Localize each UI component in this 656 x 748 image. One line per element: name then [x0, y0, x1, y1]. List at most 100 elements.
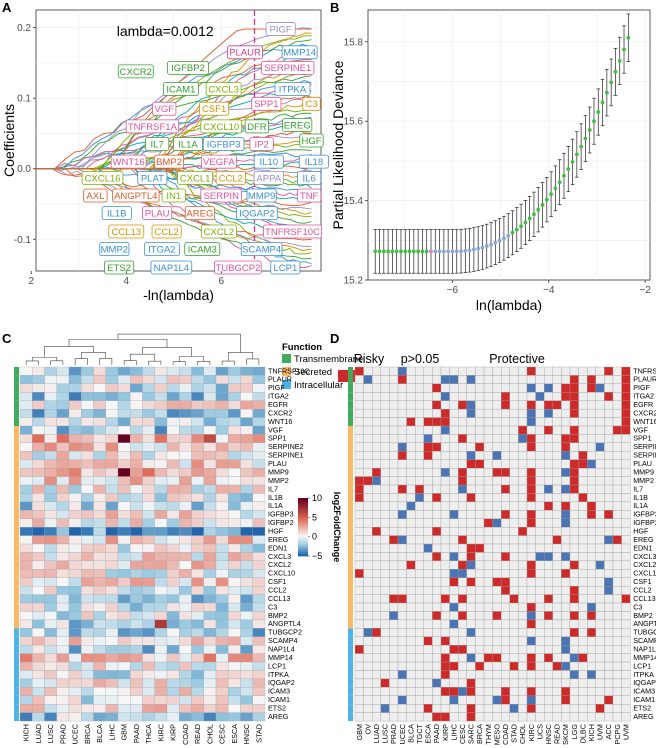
prognosis-cell [604, 510, 614, 519]
heatmap-cell [32, 366, 45, 376]
prognosis-cell [501, 383, 510, 393]
heatmap-cell [32, 459, 45, 469]
heatmap-cell [32, 602, 45, 612]
gene-label-text: CCL13 [111, 227, 141, 238]
prognosis-cell [595, 670, 605, 680]
gene-label-frame [161, 188, 186, 203]
prognosis-cell [544, 594, 553, 604]
prognosis-cell [492, 392, 502, 401]
prognosis-cell [389, 611, 399, 621]
prognosis-cell [552, 375, 562, 385]
heatmap-cell [44, 661, 57, 671]
prognosis-cell [380, 451, 390, 460]
prognosis-cell [483, 560, 493, 570]
color-legend-step [298, 534, 308, 538]
heatmap-cell [240, 392, 253, 401]
prognosis-cell [552, 400, 562, 410]
prognosis-cell [561, 636, 571, 646]
panel-label-d: D [330, 331, 339, 346]
prognosis-cell [363, 594, 373, 604]
heatmap-cell [252, 594, 266, 604]
heatmap-cell [19, 451, 33, 460]
prognosis-cell [604, 653, 614, 663]
prognosis-cell [389, 518, 399, 528]
column-label: CESC [458, 724, 467, 744]
heatmap-cell [154, 611, 168, 621]
heatmap-cell [32, 661, 45, 671]
gene-label-box: CCL2 [215, 170, 246, 185]
y-tick-label: 0.2 [17, 23, 31, 34]
prognosis-cell [432, 425, 442, 435]
gene-label-frame [214, 260, 262, 275]
heatmap-cell [68, 687, 82, 696]
color-legend-step [298, 550, 308, 553]
prognosis-cell [466, 425, 476, 435]
heatmap-cell [130, 392, 143, 401]
gene-label-text: ETS2 [107, 263, 131, 274]
prognosis-cell [475, 510, 485, 519]
deviance-point [390, 249, 395, 254]
gene-label-text: IL18 [305, 157, 324, 168]
gene-label-text: SERPINE1 [264, 63, 311, 74]
prognosis-cell [406, 560, 416, 570]
color-legend-step [298, 554, 308, 557]
heatmap-cell [93, 653, 106, 663]
prognosis-cell [612, 425, 622, 435]
prognosis-cell [423, 560, 433, 570]
heatmap-cell [179, 434, 192, 444]
heatmap-cell [215, 451, 229, 460]
gene-label-frame [299, 133, 324, 148]
prognosis-cell [621, 526, 631, 536]
prognosis-cell [535, 577, 545, 587]
heatmap-cell [191, 484, 204, 494]
prognosis-cell [406, 375, 416, 385]
row-label: CCL13 [268, 594, 290, 603]
prognosis-cell [415, 611, 424, 621]
gene-label-frame [142, 206, 173, 221]
prognosis-cell [440, 569, 450, 578]
gene-label-frame [153, 154, 184, 169]
prognosis-cell [380, 586, 390, 595]
prognosis-cell [372, 400, 381, 410]
prognosis-cell [612, 518, 622, 528]
deviance-point [549, 192, 553, 197]
prognosis-cell [440, 560, 450, 570]
heatmap-cell [93, 493, 106, 503]
heatmap-cell [68, 493, 82, 503]
prognosis-cell [578, 636, 588, 646]
heatmap-cell [203, 392, 217, 401]
gene-label-frame [302, 96, 321, 111]
heatmap-cell [56, 560, 70, 570]
prognosis-cell [561, 577, 571, 587]
prognosis-cell [492, 383, 502, 393]
prognosis-cell [406, 459, 416, 469]
prognosis-cell [569, 383, 579, 393]
prognosis-cell [578, 425, 588, 435]
prognosis-cell [475, 408, 485, 418]
row-label: MMP2 [633, 476, 654, 485]
prognosis-cell [458, 594, 467, 604]
gene-label-box: MMP2 [99, 242, 130, 257]
heatmap-cell [154, 451, 168, 460]
prognosis-cell [406, 628, 416, 637]
heatmap-cell [252, 560, 266, 570]
prognosis-cell [432, 552, 442, 562]
prognosis-cell [544, 602, 553, 612]
prognosis-cell [458, 451, 467, 460]
heatmap-cell [154, 645, 168, 654]
heatmap-cell [117, 653, 131, 663]
color-legend-step [298, 538, 308, 541]
gene-label-frame [151, 224, 182, 239]
row-label: PLAUR [633, 375, 656, 384]
column-label: ESCA [424, 724, 433, 744]
heatmap-cell [228, 619, 241, 629]
heatmap-cell [81, 687, 94, 696]
heatmap-cell [191, 518, 204, 528]
heatmap-cell [68, 602, 82, 612]
prognosis-cell [449, 636, 459, 646]
prognosis-cell [449, 577, 459, 587]
heatmap-cell [191, 704, 204, 713]
prognosis-cell [406, 366, 416, 376]
heatmap-cell [68, 383, 82, 393]
function-group-cell [348, 493, 353, 502]
